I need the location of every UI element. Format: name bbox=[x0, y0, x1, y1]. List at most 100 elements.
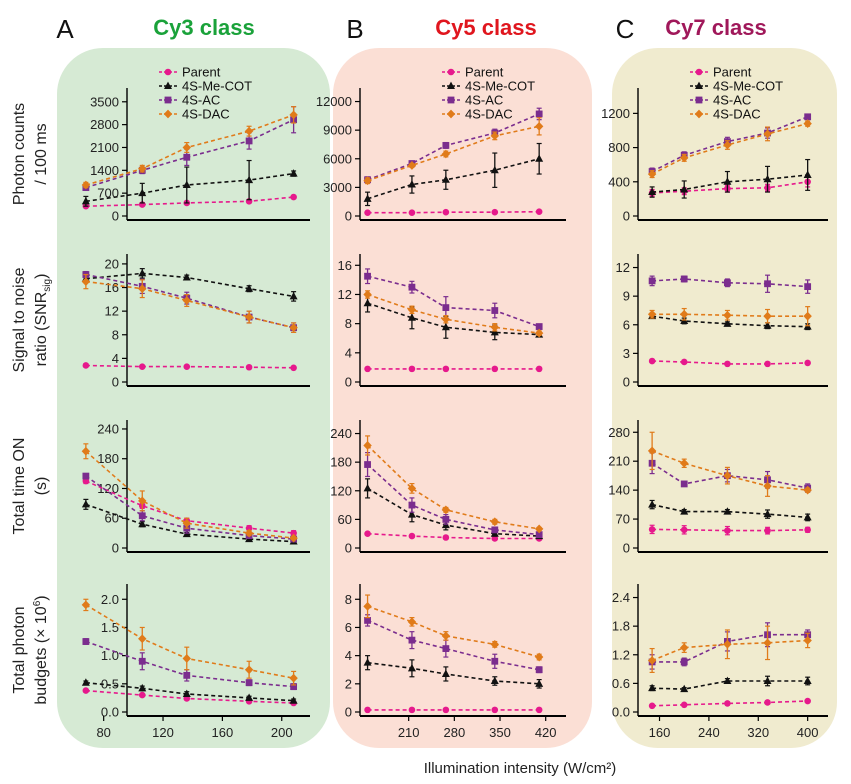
data-point-parent bbox=[764, 699, 771, 706]
data-point-parent bbox=[290, 529, 297, 537]
data-point-4s-dac bbox=[803, 485, 812, 495]
y-tick-label: 4 bbox=[345, 345, 352, 360]
series-line-4s-ac bbox=[652, 278, 808, 288]
y-tick-label: 0 bbox=[112, 209, 119, 224]
data-point-4s-me-cot bbox=[182, 180, 191, 188]
data-point-4s-dac bbox=[363, 441, 372, 450]
row-label-3: Total time ON (s) bbox=[11, 438, 50, 535]
panel-bg-c bbox=[612, 48, 837, 748]
y-tick-label: 1.0 bbox=[101, 648, 119, 663]
legend-label: 4S-DAC bbox=[182, 107, 230, 122]
data-point-parent bbox=[408, 532, 416, 540]
series-line-4s-ac bbox=[651, 116, 808, 173]
y-tick-label: 8 bbox=[345, 316, 352, 331]
data-point-parent bbox=[648, 526, 656, 533]
y-tick-label: 6000 bbox=[323, 151, 352, 166]
y-tick-label: 0 bbox=[112, 375, 119, 390]
data-point-4s-me-cot bbox=[245, 284, 254, 292]
data-point-4s-me-cot bbox=[680, 507, 689, 515]
panel-bg-a bbox=[57, 48, 330, 748]
data-point-4s-dac bbox=[647, 656, 657, 665]
series-parent bbox=[364, 365, 543, 373]
data-point-4s-dac bbox=[182, 143, 191, 152]
data-point-4s-dac bbox=[534, 328, 544, 338]
data-point-4s-me-cot bbox=[138, 683, 147, 692]
series-4s-dac bbox=[647, 431, 812, 497]
data-point-parent bbox=[764, 360, 771, 368]
data-point-4s-dac bbox=[763, 129, 772, 139]
series-4s-dac bbox=[647, 625, 812, 674]
series-line-parent bbox=[652, 700, 808, 707]
y-tick-label: 280 bbox=[608, 425, 630, 440]
panel-bg-b bbox=[333, 48, 592, 748]
y-tick-label: 1200 bbox=[601, 106, 630, 121]
data-point-4s-ac bbox=[648, 277, 656, 285]
series-4s-dac bbox=[647, 306, 812, 327]
series-4s-dac bbox=[363, 435, 544, 534]
data-point-4s-ac bbox=[442, 142, 450, 149]
data-point-4s-me-cot bbox=[289, 291, 298, 300]
data-point-4s-dac bbox=[138, 284, 147, 294]
y-tick-label: 240 bbox=[97, 421, 119, 436]
data-point-parent bbox=[724, 700, 731, 707]
data-point-4s-ac bbox=[491, 526, 499, 534]
panel-b-total-photon-budgets-10-6: 0 2 4 6 8 210 280 350 420 bbox=[345, 584, 566, 740]
data-point-4s-ac bbox=[535, 323, 543, 330]
data-point-4s-ac bbox=[82, 638, 90, 645]
y-tick-label: 60 bbox=[105, 511, 119, 526]
series-line-4s-ac bbox=[651, 462, 808, 489]
series-line-4s-me-cot bbox=[652, 680, 808, 690]
data-point-4s-dac bbox=[490, 517, 499, 527]
data-point-4s-me-cot bbox=[648, 683, 657, 692]
y-tick-label: 3 bbox=[623, 346, 630, 361]
series-4s-dac bbox=[363, 594, 544, 662]
data-point-4s-me-cot bbox=[289, 169, 298, 177]
data-point-4s-dac bbox=[182, 296, 191, 305]
data-point-parent bbox=[680, 526, 688, 534]
data-point-parent bbox=[491, 535, 499, 542]
series-parent bbox=[82, 362, 297, 372]
series-line-4s-me-cot bbox=[85, 172, 294, 203]
series-4s-me-cot bbox=[81, 159, 298, 207]
row-label-line2: ratio (SNRsig) bbox=[33, 274, 53, 367]
legend-marker bbox=[695, 96, 703, 104]
x-tick-label: 120 bbox=[152, 725, 174, 740]
data-point-parent bbox=[183, 363, 191, 370]
y-tick-label: 16 bbox=[105, 280, 119, 295]
series-line-parent bbox=[652, 181, 808, 194]
data-point-4s-ac bbox=[82, 472, 90, 480]
data-point-parent bbox=[804, 359, 811, 367]
legend-label: 4S-AC bbox=[713, 93, 751, 108]
y-tick-label: 120 bbox=[97, 481, 119, 496]
data-point-4s-dac bbox=[407, 483, 417, 493]
data-point-4s-dac bbox=[647, 309, 657, 319]
data-point-parent bbox=[535, 365, 543, 373]
data-point-4s-me-cot bbox=[81, 499, 90, 508]
data-point-4s-me-cot bbox=[81, 196, 90, 205]
y-tick-label: 0 bbox=[345, 705, 352, 720]
panel-c-signal-to-noise-ratio: 0 3 6 9 12 bbox=[616, 254, 828, 390]
data-point-4s-me-cot bbox=[363, 194, 372, 202]
data-point-4s-ac bbox=[364, 617, 371, 624]
legend-marker bbox=[447, 81, 455, 89]
legend-label: 4S-AC bbox=[182, 93, 220, 108]
y-tick-label: 0.0 bbox=[612, 705, 630, 720]
data-point-parent bbox=[364, 365, 371, 373]
y-tick-label: 16 bbox=[338, 258, 352, 273]
data-point-parent bbox=[491, 208, 499, 216]
data-point-4s-me-cot bbox=[138, 519, 147, 528]
data-point-4s-ac bbox=[491, 657, 499, 665]
data-point-4s-me-cot bbox=[441, 322, 450, 331]
series-parent bbox=[364, 706, 543, 714]
row-label-line2: (s) bbox=[33, 477, 50, 496]
data-point-4s-dac bbox=[441, 505, 451, 515]
data-point-parent bbox=[82, 687, 90, 694]
data-point-parent bbox=[290, 193, 297, 201]
y-tick-label: 210 bbox=[608, 454, 630, 469]
data-point-4s-me-cot bbox=[289, 696, 298, 704]
data-point-4s-dac bbox=[407, 617, 417, 627]
data-point-parent bbox=[442, 208, 450, 216]
y-tick-label: 2800 bbox=[90, 117, 119, 132]
data-point-parent bbox=[442, 534, 450, 541]
